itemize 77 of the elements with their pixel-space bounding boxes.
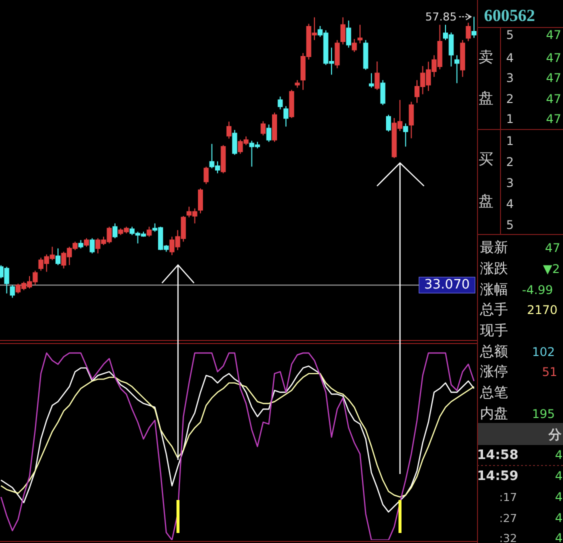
text: 卖 — [478, 48, 494, 66]
candlestick — [112, 222, 118, 239]
text: 47 — [545, 241, 560, 255]
text: 总笔 — [479, 385, 508, 401]
candlestick — [408, 101, 414, 139]
candlestick — [368, 72, 374, 88]
text: 1 — [506, 112, 514, 126]
text: 3 — [506, 71, 514, 85]
text: 买 — [478, 150, 494, 168]
candlestick — [278, 96, 283, 110]
text: 内盘 — [480, 406, 508, 422]
y-tick-label: 33.070 — [424, 278, 470, 293]
text: 51 — [542, 365, 558, 379]
candlestick — [4, 266, 10, 294]
text: 4 — [506, 51, 514, 65]
text: 总额 — [479, 344, 508, 360]
text: :17 — [499, 491, 517, 504]
candlestick — [346, 20, 352, 48]
y-tick-label: 57.85 — [425, 10, 457, 24]
text: 4 — [555, 448, 563, 462]
candlestick — [198, 188, 203, 214]
text: 4 — [555, 531, 563, 543]
annotation: 14:58 — [477, 448, 518, 463]
candlestick — [380, 80, 386, 106]
candlestick — [454, 54, 460, 84]
candlestick — [358, 24, 363, 44]
candlestick — [10, 284, 15, 298]
text: -4.99 — [522, 283, 554, 297]
candlestick — [283, 106, 288, 128]
text: 2170 — [527, 303, 558, 317]
text: ▼2 — [543, 262, 560, 276]
text: 3 — [506, 176, 514, 190]
candlestick — [340, 16, 346, 45]
candlestick — [403, 122, 408, 148]
text: 5 — [506, 28, 514, 42]
text: 盘 — [478, 89, 494, 107]
text: 600562 — [484, 6, 535, 25]
text: 47 — [546, 51, 562, 65]
text: 涨跌 — [480, 261, 508, 277]
text: 总手 — [479, 302, 508, 318]
text: 2 — [506, 155, 514, 169]
text: 1 — [506, 134, 514, 148]
candlestick — [386, 114, 392, 132]
candlestick — [260, 120, 266, 136]
candlestick — [55, 248, 60, 266]
candlestick — [226, 121, 232, 140]
text: 4 — [555, 490, 563, 504]
text: 47 — [546, 28, 562, 42]
text: 最新 — [480, 240, 508, 256]
text: 47 — [546, 71, 562, 85]
text: :32 — [499, 532, 517, 543]
text: 2 — [506, 92, 514, 106]
candlestick — [204, 166, 209, 185]
text: 5 — [506, 218, 514, 232]
candlestick — [352, 38, 357, 52]
candlestick — [466, 22, 471, 42]
text: 195 — [532, 407, 555, 421]
candlestick — [146, 226, 152, 238]
text: 4 — [555, 469, 563, 483]
candlestick — [266, 124, 272, 142]
text: :27 — [499, 512, 517, 525]
text: 102 — [532, 345, 555, 359]
text: 47 — [546, 112, 562, 126]
text: 4 — [506, 197, 514, 211]
text: 4 — [555, 511, 563, 525]
text: 盘 — [478, 192, 494, 210]
text: 涨幅 — [480, 282, 508, 298]
annotation: 14:59 — [477, 469, 518, 484]
text: 现手 — [480, 323, 508, 339]
candlestick — [90, 238, 95, 254]
text: 分 — [548, 428, 562, 443]
text: 47 — [546, 92, 562, 106]
candlestick — [472, 16, 476, 38]
candlestick — [374, 61, 380, 90]
candlestick — [334, 40, 340, 69]
text: 涨停 — [480, 364, 508, 380]
candlestick — [232, 129, 238, 156]
